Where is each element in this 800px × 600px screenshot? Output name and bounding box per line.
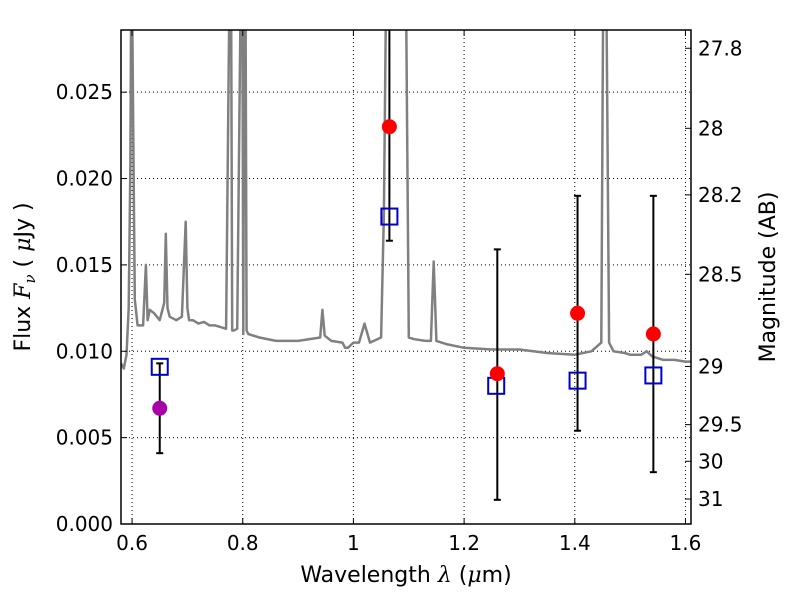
y-tick-label: 0.020 xyxy=(56,167,113,191)
y-tick-label: 0.010 xyxy=(56,339,113,363)
y2-tick-label: 30 xyxy=(698,449,723,473)
y-tick-label: 0.000 xyxy=(56,512,113,536)
y-axis-label: Flux Fν ( μJy ) xyxy=(11,202,39,351)
y2-tick-label: 29 xyxy=(698,354,723,378)
x-axis-label: Wavelength λ (μm) xyxy=(300,563,511,588)
y2-tick-label: 31 xyxy=(698,487,723,511)
y2-tick-label: 28.5 xyxy=(698,262,743,286)
y2-tick-label: 27.8 xyxy=(698,36,743,60)
y2-tick-label: 29.5 xyxy=(698,413,743,437)
y2-tick-label: 28.2 xyxy=(698,183,743,207)
x-tick-label: 0.6 xyxy=(116,531,148,555)
y2-tick-label: 28 xyxy=(698,116,723,140)
x-tick-label: 1 xyxy=(347,531,360,555)
x-tick-label: 0.8 xyxy=(227,531,259,555)
y-tick-label: 0.005 xyxy=(56,426,113,450)
y-tick-label: 0.015 xyxy=(56,253,113,277)
x-tick-label: 1.4 xyxy=(559,531,591,555)
observed-point xyxy=(646,327,661,342)
y-tick-label: 0.025 xyxy=(56,80,113,104)
y2-axis-label: Magnitude (AB) xyxy=(756,192,781,363)
observed-point xyxy=(570,306,585,321)
observed-point xyxy=(382,119,397,134)
x-tick-label: 1.6 xyxy=(670,531,702,555)
x-tick-label: 1.2 xyxy=(448,531,480,555)
observed-point xyxy=(490,366,505,381)
magenta-point xyxy=(152,401,167,416)
